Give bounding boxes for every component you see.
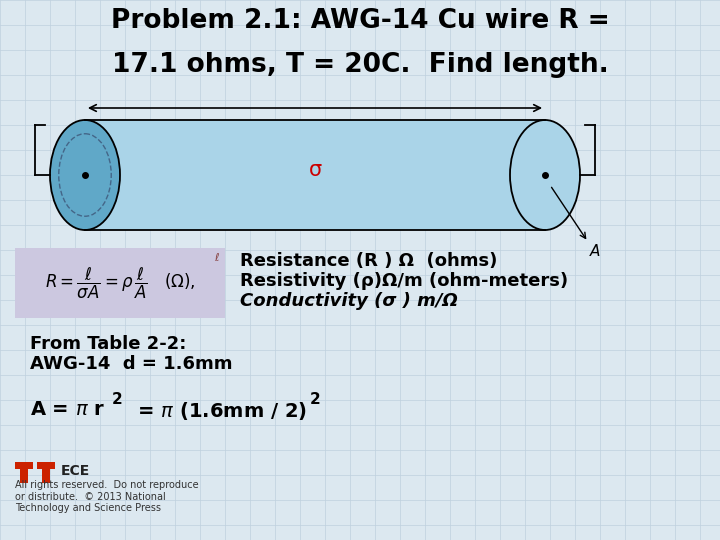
Bar	[15, 462, 33, 469]
Text: Resistance (R ) Ω  (ohms): Resistance (R ) Ω (ohms)	[240, 252, 498, 270]
Bar	[20, 469, 28, 483]
Text: From Table 2-2:: From Table 2-2:	[30, 335, 186, 353]
Text: 17.1 ohms, T = 20C.  Find length.: 17.1 ohms, T = 20C. Find length.	[112, 52, 608, 78]
Bar	[37, 462, 55, 469]
Text: All rights reserved.  Do not reproduce
or distribute.  © 2013 National
Technolog: All rights reserved. Do not reproduce or…	[15, 480, 199, 513]
Text: Problem 2.1: AWG-14 Cu wire R =: Problem 2.1: AWG-14 Cu wire R =	[111, 8, 609, 34]
Ellipse shape	[50, 120, 120, 230]
FancyBboxPatch shape	[15, 248, 225, 318]
Bar	[85, 120, 545, 230]
Text: = $\pi$ (1.6mm / 2): = $\pi$ (1.6mm / 2)	[124, 400, 307, 422]
Text: AWG-14  d = 1.6mm: AWG-14 d = 1.6mm	[30, 355, 233, 373]
Text: $\ell$: $\ell$	[214, 251, 220, 263]
Text: A = $\pi$ r: A = $\pi$ r	[30, 400, 105, 419]
Text: 2: 2	[112, 392, 122, 407]
Text: $R = \dfrac{\ell}{\sigma A} = \rho\,\dfrac{\ell}{A} \quad (\Omega),$: $R = \dfrac{\ell}{\sigma A} = \rho\,\dfr…	[45, 265, 195, 301]
Bar	[42, 469, 50, 483]
Text: ECE: ECE	[61, 464, 90, 478]
Text: Resistivity (ρ)Ω/m (ohm-meters): Resistivity (ρ)Ω/m (ohm-meters)	[240, 272, 568, 290]
Text: σ: σ	[308, 160, 322, 180]
Text: A: A	[590, 244, 600, 259]
Text: 2: 2	[310, 392, 320, 407]
Text: Conductivity (σ ) m/Ω: Conductivity (σ ) m/Ω	[240, 292, 458, 310]
Ellipse shape	[510, 120, 580, 230]
